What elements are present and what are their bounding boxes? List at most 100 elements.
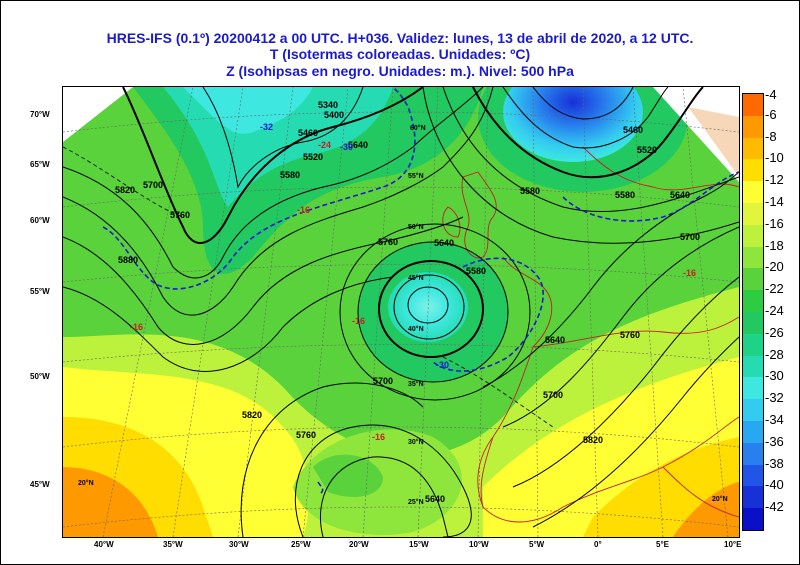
isotherm-dashed <box>102 87 739 494</box>
lon-label-20w: 20°W <box>349 540 369 549</box>
legend-swatch <box>743 290 763 312</box>
contour-label: 5880 <box>118 255 139 265</box>
legend-swatch <box>743 224 763 247</box>
contour-label: 5760 <box>620 330 641 340</box>
legend-label: -10 <box>765 150 784 166</box>
legend-swatch <box>743 202 763 225</box>
contour-label: 5640 <box>670 190 691 200</box>
legend-label: -32 <box>765 390 784 406</box>
contour-label: 5580 <box>466 266 487 276</box>
legend-swatch <box>743 442 763 465</box>
contour-label: 5820 <box>242 410 263 420</box>
legend-label: -24 <box>765 303 784 318</box>
lon-label-5e: 5°E <box>656 540 669 549</box>
contour-label: 5700 <box>143 180 164 190</box>
cold-pool-northeast-mid <box>503 87 643 162</box>
lon-label-10w: 10°W <box>469 540 489 549</box>
contour-label: 5580 <box>520 186 541 196</box>
grid-label-55n: 55°N <box>408 173 424 180</box>
land-northeast <box>688 107 739 177</box>
contour-label: 5820 <box>115 185 136 195</box>
grid-label-20n-west: 20°N <box>78 480 94 487</box>
legend-swatch <box>743 377 763 400</box>
legend-label: -16 <box>765 215 784 231</box>
temp-field-orange-east <box>673 482 739 537</box>
isotherm-label: -16 <box>297 205 311 215</box>
lat-label-60: 60°W <box>30 216 50 225</box>
legend-label: -14 <box>765 194 784 209</box>
grid-label-35n: 35°N <box>408 381 424 388</box>
projection-corner-nw <box>63 87 133 142</box>
lat-label-55: 55°W <box>30 287 50 296</box>
isotherm-label: -16 <box>130 322 144 332</box>
weather-map <box>62 86 740 538</box>
contour-label: 5460 <box>623 125 644 135</box>
legend-label: -42 <box>765 499 784 515</box>
projection-corner-ne <box>653 87 739 182</box>
lat-label-45: 45°W <box>30 480 50 489</box>
lat-label-50: 50°W <box>30 372 50 381</box>
title-line-3: Z (Isohipsas en negro. Unidades: m.). Ni… <box>226 63 574 79</box>
legend-swatch <box>743 268 763 291</box>
legend-label: -8 <box>765 128 777 144</box>
contour-label: 5700 <box>543 390 564 400</box>
isotherm-label: -16 <box>683 268 697 278</box>
temperature-legend <box>742 93 764 531</box>
contour-label: 5340 <box>318 100 339 110</box>
contour-label: 5640 <box>425 494 446 504</box>
lon-label-5w: 5°W <box>529 540 545 549</box>
legend-swatch <box>743 137 763 160</box>
grid-label-40n: 40°N <box>408 326 424 333</box>
lat-label-65: 65°W <box>30 160 50 169</box>
grid-label-20n-east: 20°N <box>712 496 728 503</box>
legend-swatch <box>743 311 763 334</box>
isotherm-dashed-black <box>63 146 554 428</box>
coastlines <box>442 146 739 523</box>
legend-swatch <box>743 115 763 138</box>
temp-field-green-dark <box>313 454 383 497</box>
legend-label: -18 <box>765 237 784 253</box>
legend-swatch <box>743 508 763 530</box>
legend-label: -6 <box>765 106 777 122</box>
lon-label-40w: 40°W <box>94 540 114 549</box>
grid-label-60n: 60°N <box>410 125 426 132</box>
legend-swatch <box>743 246 763 269</box>
isotherm-label: -30 <box>340 142 354 152</box>
isotherm-label: -24 <box>318 140 332 150</box>
temp-field-orange <box>63 467 158 537</box>
isohypses <box>63 87 739 537</box>
legend-swatch <box>743 333 763 356</box>
contour-label: 5760 <box>296 430 317 440</box>
cold-pool-northwest-core <box>183 87 313 134</box>
isotherm-label: -16 <box>352 316 366 326</box>
isotherm-label: -32 <box>260 122 274 132</box>
contour-label: 5520 <box>637 145 658 155</box>
contour-label: 5700 <box>680 232 701 242</box>
grid-label-25n: 25°N <box>408 499 424 506</box>
legend-swatch <box>743 486 763 509</box>
legend-label: -36 <box>765 433 784 449</box>
lon-label-35w: 35°W <box>163 540 183 549</box>
grid-label-50n: 50°N <box>408 224 424 231</box>
lon-label-30w: 30°W <box>229 540 249 549</box>
legend-swatch <box>743 399 763 421</box>
legend-label: -34 <box>765 412 784 427</box>
contour-label: 5580 <box>280 170 301 180</box>
legend-label: -30 <box>765 368 784 384</box>
contour-label: 5460 <box>298 128 319 138</box>
lat-label-70: 70°W <box>30 110 50 119</box>
legend-label: -28 <box>765 346 784 362</box>
legend-swatch <box>743 464 763 487</box>
lon-label-15w: 15°W <box>409 540 429 549</box>
legend-swatch <box>743 159 763 182</box>
legend-label: -26 <box>765 324 784 340</box>
legend-label: -38 <box>765 455 784 471</box>
central-low-core <box>388 272 468 342</box>
grid-label-45n: 45°N <box>408 275 424 282</box>
contour-label: 5760 <box>170 210 191 220</box>
legend-swatch <box>743 181 763 203</box>
contour-label: 5580 <box>615 190 636 200</box>
legend-label: -4 <box>765 87 777 102</box>
legend-label: -22 <box>765 281 784 297</box>
contour-label: 5640 <box>434 238 455 248</box>
